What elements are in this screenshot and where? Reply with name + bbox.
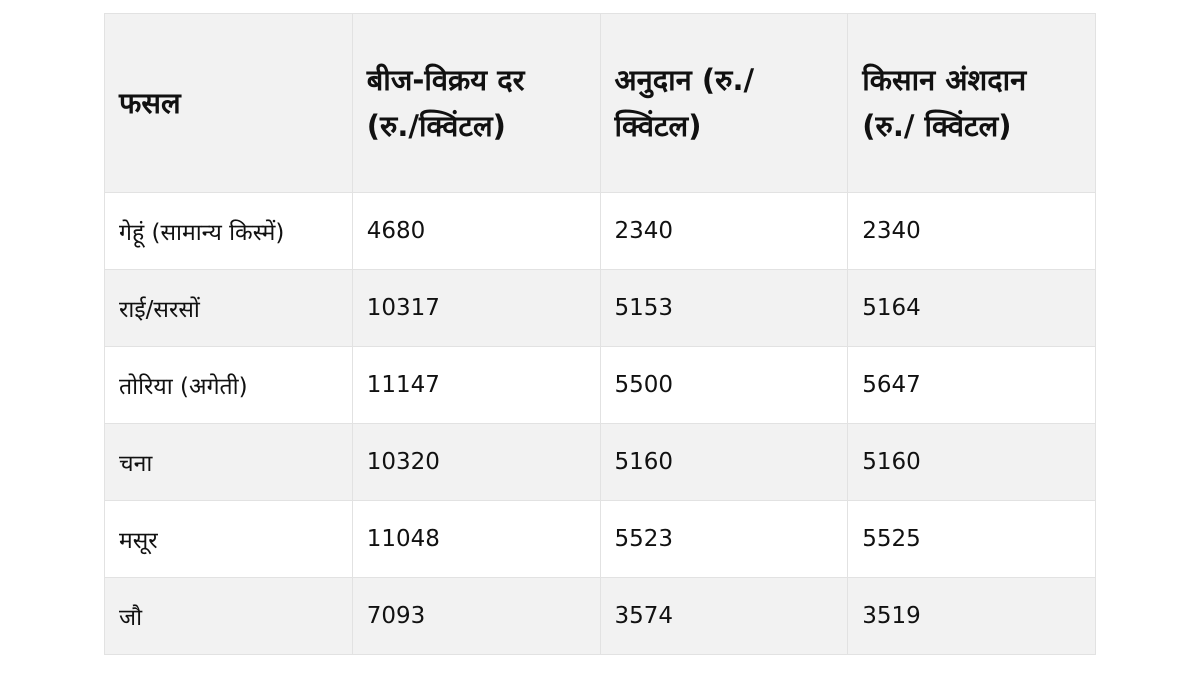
seed-sale-rate-cell: 4680: [351, 192, 601, 270]
crop-cell: राई/सरसों: [104, 269, 353, 347]
header-row: फसल बीज-विक्रय दर (रु./क्विंटल) अनुदान (…: [104, 13, 1096, 193]
crop-cell: गेहूं (सामान्य किस्में): [104, 192, 353, 270]
table-row: गेहूं (सामान्य किस्में) 4680 2340 2340: [104, 192, 1096, 270]
farmer-share-cell: 5160: [847, 423, 1096, 501]
table-row: चना 10320 5160 5160: [104, 423, 1096, 501]
crop-cell: जौ: [104, 577, 353, 655]
seed-sale-rate-cell: 7093: [351, 577, 601, 655]
header-subsidy: अनुदान (रु./ क्विंटल): [599, 13, 849, 193]
header-seed-sale-rate: बीज-विक्रय दर (रु./क्विंटल): [351, 13, 601, 193]
table-row: राई/सरसों 10317 5153 5164: [104, 269, 1096, 347]
farmer-share-cell: 5525: [847, 500, 1096, 578]
subsidy-cell: 2340: [599, 192, 849, 270]
seed-subsidy-table: फसल बीज-विक्रय दर (रु./क्विंटल) अनुदान (…: [104, 13, 1096, 655]
crop-cell: मसूर: [104, 500, 353, 578]
seed-sale-rate-cell: 11048: [351, 500, 601, 578]
farmer-share-cell: 5164: [847, 269, 1096, 347]
header-farmer-share: किसान अंशदान (रु./ क्विंटल): [847, 13, 1096, 193]
crop-cell: तोरिया (अगेती): [104, 346, 353, 424]
table-row: मसूर 11048 5523 5525: [104, 500, 1096, 578]
seed-sale-rate-cell: 10317: [351, 269, 601, 347]
farmer-share-cell: 5647: [847, 346, 1096, 424]
subsidy-cell: 3574: [599, 577, 849, 655]
subsidy-cell: 5500: [599, 346, 849, 424]
table-row: जौ 7093 3574 3519: [104, 577, 1096, 655]
seed-sale-rate-cell: 10320: [351, 423, 601, 501]
table-row: तोरिया (अगेती) 11147 5500 5647: [104, 346, 1096, 424]
subsidy-cell: 5523: [599, 500, 849, 578]
subsidy-cell: 5160: [599, 423, 849, 501]
seed-sale-rate-cell: 11147: [351, 346, 601, 424]
farmer-share-cell: 2340: [847, 192, 1096, 270]
subsidy-cell: 5153: [599, 269, 849, 347]
farmer-share-cell: 3519: [847, 577, 1096, 655]
crop-cell: चना: [104, 423, 353, 501]
header-crop: फसल: [104, 13, 353, 193]
